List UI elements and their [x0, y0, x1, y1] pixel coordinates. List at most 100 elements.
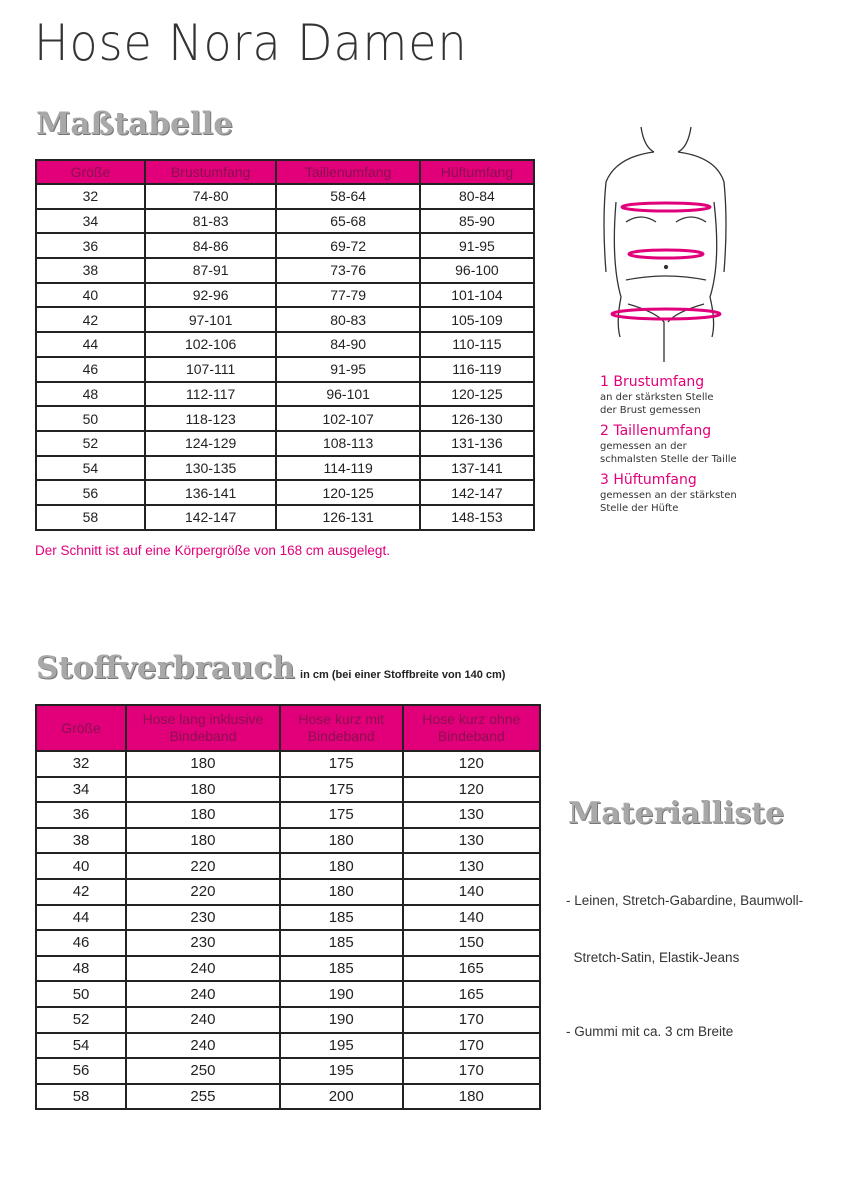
legend-desc: schmalsten Stelle der Taille	[600, 454, 737, 465]
table-cell: 42	[34, 877, 128, 906]
table-cell: 91-95	[418, 232, 536, 260]
table-cell: 50	[34, 980, 128, 1008]
table-cell: 230	[125, 929, 281, 957]
measurement-legend: 1 Brustumfang an der stärksten Stelle der …	[600, 374, 737, 515]
legend-title: 1 Brustumfang	[600, 374, 705, 390]
table-cell: 180	[278, 826, 404, 855]
table-cell: 220	[125, 877, 281, 906]
table-cell: 255	[125, 1082, 281, 1111]
table-cell: 250	[125, 1057, 281, 1085]
table-row: 58 255 200 180	[34, 1082, 542, 1111]
table-cell: 91-95	[275, 355, 421, 383]
table-row: 48 112-117 96-101 120-125	[35, 380, 536, 408]
table-cell: 131-136	[418, 429, 536, 457]
table-row: 34 81-83 65-68 85-90	[35, 207, 536, 235]
table-row: 44 102-106 84-90 110-115	[35, 331, 536, 358]
materials-list: - Leinen, Stretch-Gabardine, Baumwoll- S…	[566, 853, 803, 1060]
table-cell: 180	[125, 826, 281, 855]
table-cell: 124-129	[143, 429, 278, 457]
legend-title: 3 Hüftumfang	[600, 472, 697, 488]
table-cell: 32	[34, 750, 128, 778]
table-cell: 126-131	[275, 503, 421, 531]
table-row: 44 230 185 140	[34, 903, 542, 932]
table-cell: 142-147	[143, 503, 278, 531]
table-cell: 130	[401, 801, 542, 829]
fabric-table-heading: Stoffverbrauch	[36, 650, 295, 686]
table-row: 54 130-135 114-119 137-141	[35, 454, 536, 482]
table-cell: 120	[401, 750, 542, 778]
column-header: Hose lang inklusive Bindeband	[125, 704, 281, 752]
table-row: 56 136-141 120-125 142-147	[35, 479, 536, 506]
table-cell: 58	[35, 503, 146, 531]
fabric-table: Größe Hose lang inklusive Bindeband Hose k…	[34, 704, 542, 1111]
table-cell: 80-83	[275, 306, 421, 334]
table-cell: 195	[278, 1057, 404, 1085]
table-cell: 96-100	[418, 257, 536, 284]
table-cell: 44	[34, 903, 128, 932]
table-cell: 54	[35, 454, 146, 482]
table-cell: 105-109	[418, 306, 536, 334]
column-header: Hose kurz ohne Bindeband	[401, 704, 542, 752]
table-cell: 97-101	[143, 306, 278, 334]
table-cell: 190	[278, 980, 404, 1008]
table-cell: 73-76	[275, 257, 421, 284]
table-cell: 108-113	[275, 429, 421, 457]
table-row: 52 124-129 108-113 131-136	[35, 429, 536, 457]
table-row: 48 240 185 165	[34, 954, 542, 983]
table-cell: 112-117	[143, 380, 278, 408]
table-cell: 190	[278, 1005, 404, 1034]
column-header: Brustumfang	[143, 159, 278, 185]
table-cell: 114-119	[275, 454, 421, 482]
table-cell: 38	[35, 257, 146, 284]
table-cell: 195	[278, 1031, 404, 1060]
legend-item: 3 Hüftumfang gemessen an der stärksten Ste…	[600, 472, 737, 515]
table-row: 58 142-147 126-131 148-153	[35, 503, 536, 531]
table-cell: 175	[278, 801, 404, 829]
table-cell: 120-125	[418, 380, 536, 408]
column-header: Hüftumfang	[418, 159, 536, 185]
table-cell: 130	[401, 852, 542, 880]
table-cell: 126-130	[418, 405, 536, 432]
table-row: 38 87-91 73-76 96-100	[35, 257, 536, 284]
table-cell: 81-83	[143, 207, 278, 235]
table-cell: 84-86	[143, 232, 278, 260]
table-row: 36 84-86 69-72 91-95	[35, 232, 536, 260]
legend-item: 2 Taillenumfang gemessen an der schmalsten…	[600, 423, 737, 466]
table-cell: 36	[34, 801, 128, 829]
table-cell: 36	[35, 232, 146, 260]
table-cell: 240	[125, 1005, 281, 1034]
table-cell: 65-68	[275, 207, 421, 235]
column-header: Hose kurz mit Bindeband	[278, 704, 404, 752]
table-cell: 140	[401, 877, 542, 906]
body-figure-illustration	[603, 126, 727, 362]
table-row: 38 180 180 130	[34, 826, 542, 855]
table-cell: 92-96	[143, 281, 278, 309]
table-cell: 142-147	[418, 479, 536, 506]
size-table: Größe Brustumfang Taillenumfang Hüftumfang 3…	[35, 159, 536, 531]
table-cell: 165	[401, 954, 542, 983]
table-cell: 185	[278, 903, 404, 932]
legend-item: 1 Brustumfang an der stärksten Stelle der …	[600, 374, 737, 417]
table-row: 42 220 180 140	[34, 877, 542, 906]
table-row: 46 230 185 150	[34, 929, 542, 957]
table-cell: 170	[401, 1031, 542, 1060]
table-cell: 34	[34, 775, 128, 804]
table-cell: 180	[125, 801, 281, 829]
table-cell: 40	[35, 281, 146, 309]
table-cell: 220	[125, 852, 281, 880]
page-title: Hose Nora Damen	[34, 14, 468, 72]
table-cell: 32	[35, 183, 146, 210]
table-cell: 96-101	[275, 380, 421, 408]
table-cell: 56	[34, 1057, 128, 1085]
table-cell: 50	[35, 405, 146, 432]
table-cell: 58-64	[275, 183, 421, 210]
table-cell: 52	[34, 1005, 128, 1034]
table-cell: 80-84	[418, 183, 536, 210]
table-cell: 48	[35, 380, 146, 408]
table-cell: 52	[35, 429, 146, 457]
table-cell: 44	[35, 331, 146, 358]
table-cell: 137-141	[418, 454, 536, 482]
table-cell: 148-153	[418, 503, 536, 531]
fabric-table-subheading: in cm (bei einer Stoffbreite von 140 cm)	[300, 669, 506, 681]
table-cell: 240	[125, 1031, 281, 1060]
